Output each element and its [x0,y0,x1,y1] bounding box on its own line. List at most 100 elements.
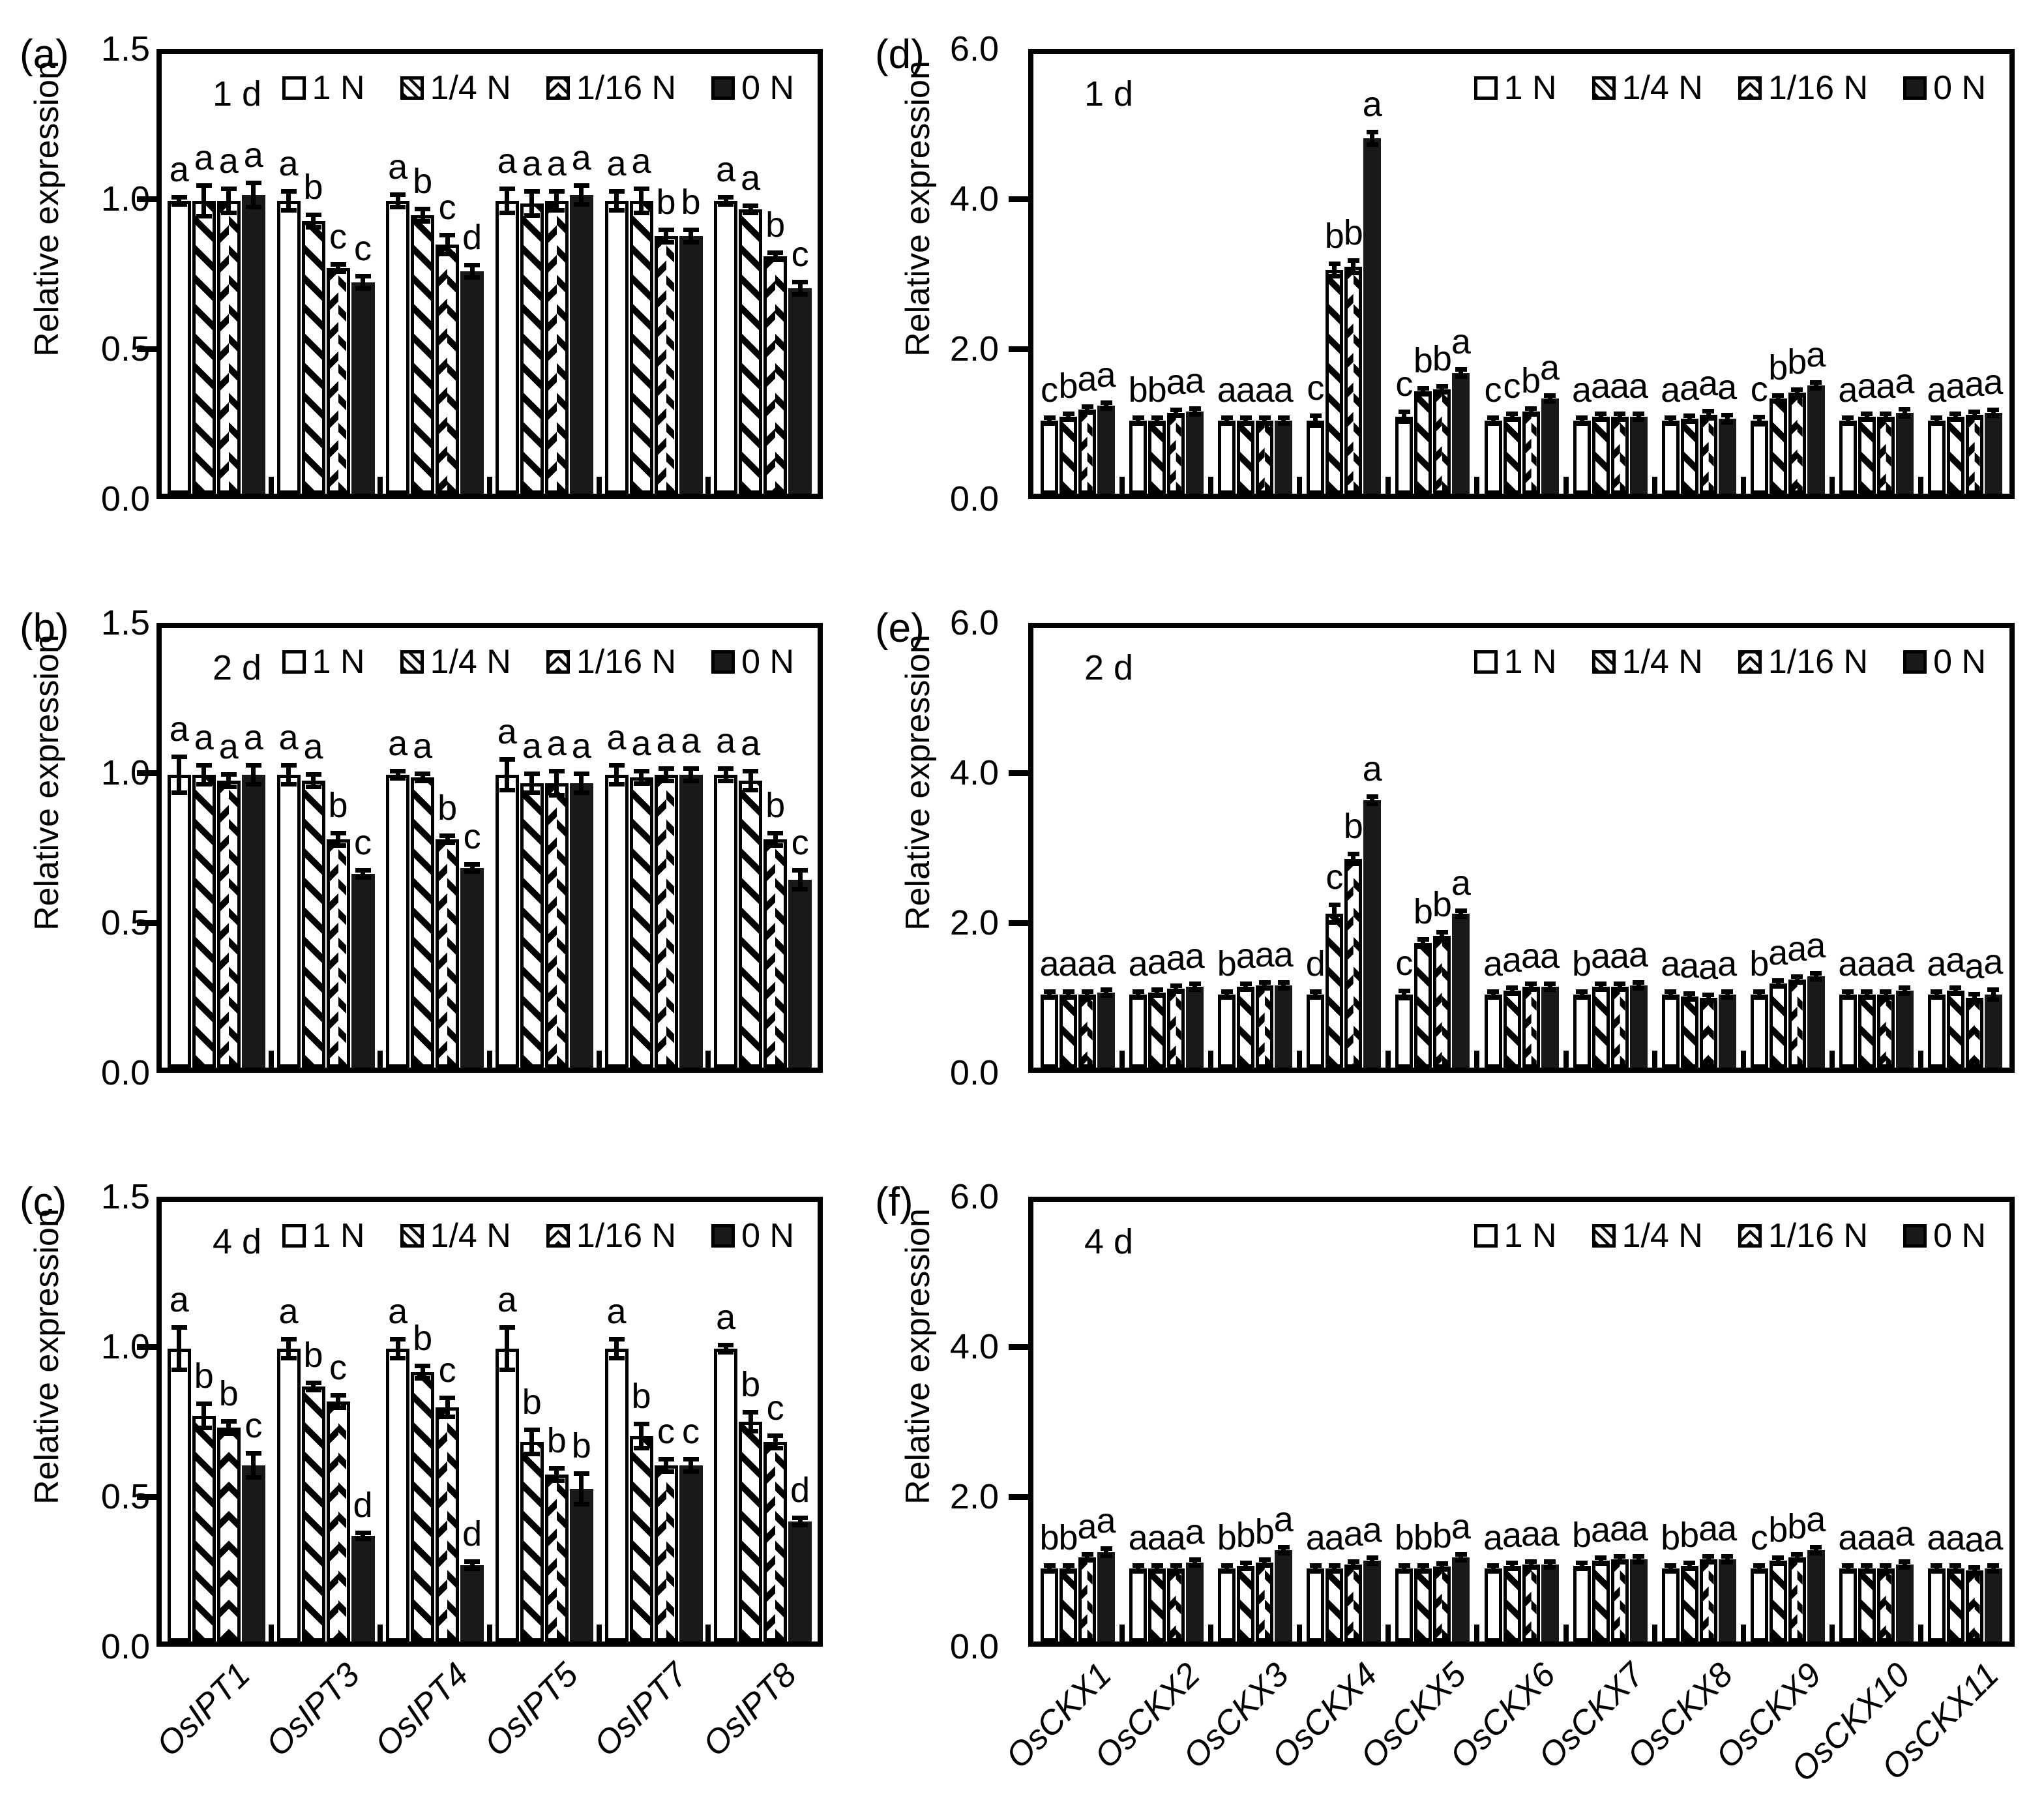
y-tick-mark [1009,1494,1028,1500]
panel-letter-d: (d) [875,32,925,77]
y-tick-label: 0.5 [100,1477,150,1516]
error-bar [280,763,297,787]
bar-OsCKX3-1/4 N [1237,987,1255,1068]
y-tick-label: 6.0 [949,603,999,642]
bar-OsIPT8-0 N [788,288,812,494]
significance-letter: a [1895,1514,1915,1553]
significance-letter: a [1273,935,1294,974]
bar-OsCKX7-0 N [1629,1559,1648,1641]
bar-OsCKX6-1/16 N [1522,987,1540,1068]
error-bar [718,1343,734,1355]
legend-item-solid: 0 N [1903,645,1986,679]
bar-OsIPT5-1/16 N [544,201,569,494]
bar-OsIPT1-1/4 N [192,775,216,1068]
bar-OsCKX1-1/4 N [1059,417,1078,494]
open-swatch-icon [282,650,306,674]
error-bar [1189,406,1201,417]
significance-letter: b [1343,807,1363,846]
bar-OsCKX10-1/16 N [1876,1568,1895,1641]
bar-OsCKX7-1 N [1573,995,1591,1068]
legend-label: 1/4 N [1622,69,1703,107]
bar-OsCKX11-1/16 N [1965,998,1983,1068]
bar-OsCKX6-0 N [1541,398,1559,494]
error-bar [548,189,565,213]
legend-item-chevron: 1/16 N [1738,645,1868,679]
time-label: 2 d [1084,648,1134,687]
significance-letter: a [656,721,676,760]
significance-letter: a [1539,348,1560,387]
bar-OsIPT7-1/4 N [629,777,653,1068]
open-swatch-icon [1474,1224,1498,1248]
bar-OsCKX7-1 N [1573,1566,1591,1641]
bar-OsCKX5-0 N [1452,373,1470,494]
error-bar [499,757,515,792]
solid-swatch-icon [711,76,735,100]
error-bar [330,831,346,848]
significance-letter: a [1806,1500,1826,1539]
error-bar [171,755,187,795]
significance-letter: b [631,1377,651,1416]
error-bar [196,183,212,218]
x-tick-mark [1208,1051,1214,1068]
significance-letter: a [1927,944,1947,983]
error-bar [220,1419,237,1436]
legend-label: 0 N [741,69,794,107]
bar-OsCKX5-0 N [1452,1557,1470,1641]
significance-letter: a [497,1280,517,1319]
significance-letter: b [303,1336,323,1375]
bar-OsCKX4-1 N [1307,995,1325,1068]
error-bar [1081,989,1093,1000]
error-bar [683,766,699,783]
significance-letter: a [1483,1518,1503,1557]
bar-OsCKX6-1 N [1484,1568,1502,1641]
significance-letter: c [1750,1518,1768,1557]
significance-letter: a [1680,368,1700,408]
bar-OsCKX10-1/4 N [1858,1568,1876,1641]
bar-OsCKX11-0 N [1984,413,2002,494]
error-bar [1277,1545,1290,1555]
bar-OsIPT8-1 N [714,201,738,494]
time-label: 1 d [1084,74,1134,113]
significance-letter: a [1343,1514,1363,1553]
bar-OsCKX10-0 N [1895,413,1914,494]
legend-item-diagonal: 1/4 N [1592,1219,1703,1253]
y-tick-mark [1009,346,1028,352]
error-bar [743,1410,759,1433]
error-bar [658,1457,674,1474]
error-bar [355,868,371,880]
error-bar [1931,415,1943,426]
bar-OsCKX9-1/4 N [1769,398,1787,494]
x-tick-mark [268,1051,274,1068]
bar-OsIPT7-0 N [679,236,703,494]
y-tick-mark [1009,920,1028,926]
y-tick-mark [1009,770,1028,776]
bar-OsIPT1-1/4 N [192,1416,216,1641]
bar-OsCKX5-1/4 N [1414,943,1432,1068]
bar-OsCKX5-1/4 N [1414,391,1432,494]
significance-letter: b [1039,1518,1059,1557]
bar-OsIPT4-0 N [460,868,484,1068]
significance-letter: a [1698,364,1719,403]
legend-label: 1 N [312,69,365,107]
error-bar [355,1531,371,1541]
significance-letter: a [303,727,323,766]
significance-letter: d [790,1471,810,1510]
solid-swatch-icon [711,1224,735,1248]
bar-OsCKX1-1/16 N [1078,995,1097,1068]
error-bar [548,1466,565,1483]
significance-letter: a [194,718,214,757]
bar-OsCKX7-1/16 N [1610,987,1629,1068]
x-tick-mark [378,477,383,494]
solid-swatch-icon [1903,76,1927,100]
significance-letter: a [1768,933,1788,972]
significance-letter: a [1077,944,1097,983]
bar-OsCKX2-1/16 N [1167,989,1185,1068]
error-bar [1576,989,1588,1000]
bar-OsIPT1-0 N [241,775,265,1068]
significance-letter: a [1610,936,1630,976]
bar-OsIPT3-0 N [351,1536,375,1641]
significance-letter: a [1698,948,1719,987]
error-bar [499,1325,515,1372]
significance-letter: b [1413,1518,1433,1557]
bar-OsCKX8-0 N [1718,419,1736,494]
